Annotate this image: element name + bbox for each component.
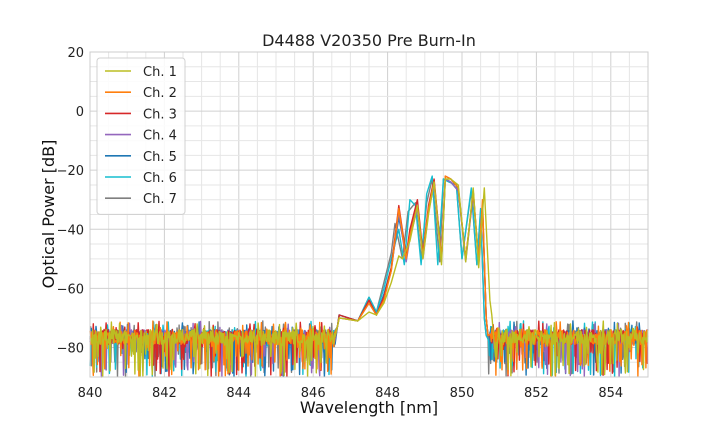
y-tick-label: 20: [67, 46, 84, 61]
x-tick-label: 848: [375, 386, 400, 401]
chart-title: D4488 V20350 Pre Burn-In: [262, 31, 476, 50]
x-tick-label: 854: [598, 386, 623, 401]
y-tick-label: −40: [57, 223, 84, 238]
legend-box: [96, 57, 186, 215]
x-tick-label: 844: [226, 386, 251, 401]
plot-frame: [89, 51, 649, 378]
x-tick-label: 846: [301, 386, 326, 401]
series-layer: [89, 175, 649, 378]
legend-label: Ch. 4: [143, 129, 177, 144]
legend-label: Ch. 6: [143, 171, 177, 186]
series-line-ch-1: [89, 178, 649, 378]
x-tick-label: 850: [450, 386, 475, 401]
x-tick-label: 852: [524, 386, 549, 401]
legend-label: Ch. 1: [143, 65, 177, 80]
y-axis-label: Optical Power [dB]: [39, 140, 58, 289]
x-tick-label: 842: [152, 386, 177, 401]
y-tick-label: −80: [57, 341, 84, 356]
legend: Ch. 1 Ch. 2 Ch. 3 Ch. 4 Ch. 5 Ch. 6 Ch. 7: [96, 57, 186, 215]
x-axis-label: Wavelength [nm]: [300, 398, 438, 417]
legend-label: Ch. 7: [143, 192, 177, 207]
legend-label: Ch. 3: [143, 107, 177, 122]
tick-labels: 840 842 844 846 848 850 852 854 20 0 −20 −40 −60 −80: [57, 46, 624, 401]
legend-label: Ch. 2: [143, 86, 177, 101]
y-tick-label: −60: [57, 282, 84, 297]
y-tick-label: 0: [76, 105, 84, 120]
legend-label: Ch. 5: [143, 150, 177, 165]
x-tick-label: 840: [78, 386, 103, 401]
y-tick-label: −20: [57, 164, 84, 179]
